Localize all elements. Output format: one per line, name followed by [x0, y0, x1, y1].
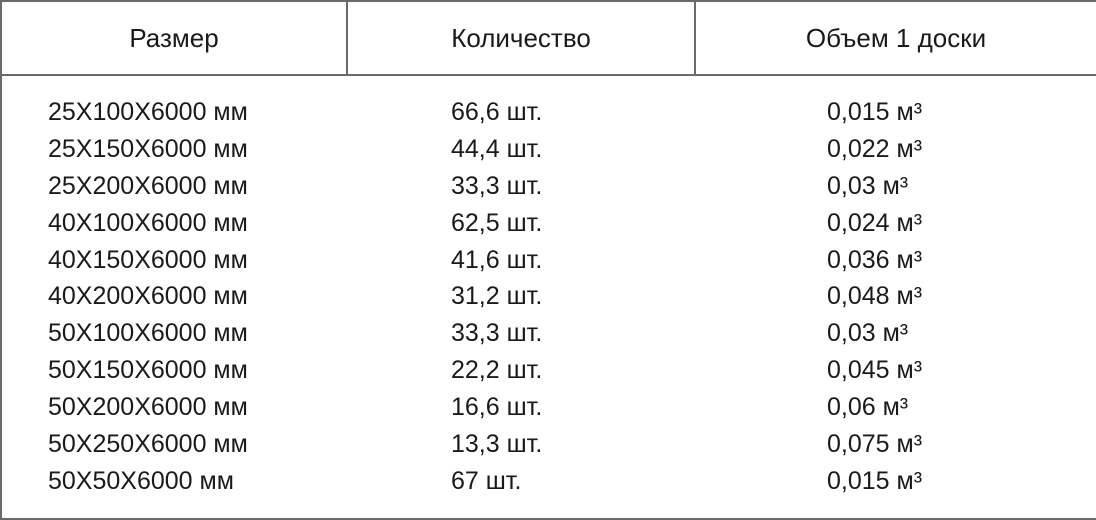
table-row: 25X150X6000 мм 44,4 шт. 0,022 м³: [1, 131, 1096, 168]
cell-volume: 0,06 м³: [695, 389, 1096, 426]
col-volume-header: Объем 1 доски: [695, 1, 1096, 75]
cell-quantity: 13,3 шт.: [347, 426, 695, 463]
table-body: 25X100X6000 мм 66,6 шт. 0,015 м³ 25X150X…: [1, 75, 1096, 519]
cell-quantity: 33,3 шт.: [347, 168, 695, 205]
cell-size: 40X100X6000 мм: [1, 205, 347, 242]
table-row: 50X150X6000 мм 22,2 шт. 0,045 м³: [1, 352, 1096, 389]
table-spacer: [1, 75, 1096, 94]
cell-quantity: 41,6 шт.: [347, 242, 695, 279]
cell-size: 50X150X6000 мм: [1, 352, 347, 389]
cell-size: 50X100X6000 мм: [1, 315, 347, 352]
cell-quantity: 44,4 шт.: [347, 131, 695, 168]
cell-volume: 0,036 м³: [695, 242, 1096, 279]
cell-size: 50X250X6000 мм: [1, 426, 347, 463]
cell-volume: 0,015 м³: [695, 94, 1096, 131]
table-spacer: [1, 500, 1096, 519]
table-row: 25X200X6000 мм 33,3 шт. 0,03 м³: [1, 168, 1096, 205]
cell-volume: 0,03 м³: [695, 168, 1096, 205]
cell-volume: 0,024 м³: [695, 205, 1096, 242]
table-row: 40X100X6000 мм 62,5 шт. 0,024 м³: [1, 205, 1096, 242]
header-row: Размер Количество Объем 1 доски: [1, 1, 1096, 75]
cell-volume: 0,015 м³: [695, 463, 1096, 500]
cell-quantity: 62,5 шт.: [347, 205, 695, 242]
cell-volume: 0,045 м³: [695, 352, 1096, 389]
table-row: 50X50X6000 мм 67 шт. 0,015 м³: [1, 463, 1096, 500]
cell-volume: 0,022 м³: [695, 131, 1096, 168]
table-header: Размер Количество Объем 1 доски: [1, 1, 1096, 75]
cell-quantity: 33,3 шт.: [347, 315, 695, 352]
table-row: 50X250X6000 мм 13,3 шт. 0,075 м³: [1, 426, 1096, 463]
cell-size: 50X50X6000 мм: [1, 463, 347, 500]
table-row: 50X100X6000 мм 33,3 шт. 0,03 м³: [1, 315, 1096, 352]
table-row: 50X200X6000 мм 16,6 шт. 0,06 м³: [1, 389, 1096, 426]
cell-quantity: 31,2 шт.: [347, 279, 695, 316]
cell-size: 50X200X6000 мм: [1, 389, 347, 426]
col-size-header: Размер: [1, 1, 347, 75]
cell-quantity: 66,6 шт.: [347, 94, 695, 131]
cell-size: 25X200X6000 мм: [1, 168, 347, 205]
table-row: 25X100X6000 мм 66,6 шт. 0,015 м³: [1, 94, 1096, 131]
cell-size: 25X100X6000 мм: [1, 94, 347, 131]
cell-size: 40X200X6000 мм: [1, 279, 347, 316]
col-quantity-header: Количество: [347, 1, 695, 75]
cell-quantity: 16,6 шт.: [347, 389, 695, 426]
table-row: 40X200X6000 мм 31,2 шт. 0,048 м³: [1, 279, 1096, 316]
cell-size: 25X150X6000 мм: [1, 131, 347, 168]
table-row: 40X150X6000 мм 41,6 шт. 0,036 м³: [1, 242, 1096, 279]
cell-volume: 0,075 м³: [695, 426, 1096, 463]
cell-quantity: 22,2 шт.: [347, 352, 695, 389]
cell-quantity: 67 шт.: [347, 463, 695, 500]
cell-volume: 0,03 м³: [695, 315, 1096, 352]
lumber-table: Размер Количество Объем 1 доски 25X100X6…: [0, 0, 1096, 520]
cell-size: 40X150X6000 мм: [1, 242, 347, 279]
cell-volume: 0,048 м³: [695, 279, 1096, 316]
